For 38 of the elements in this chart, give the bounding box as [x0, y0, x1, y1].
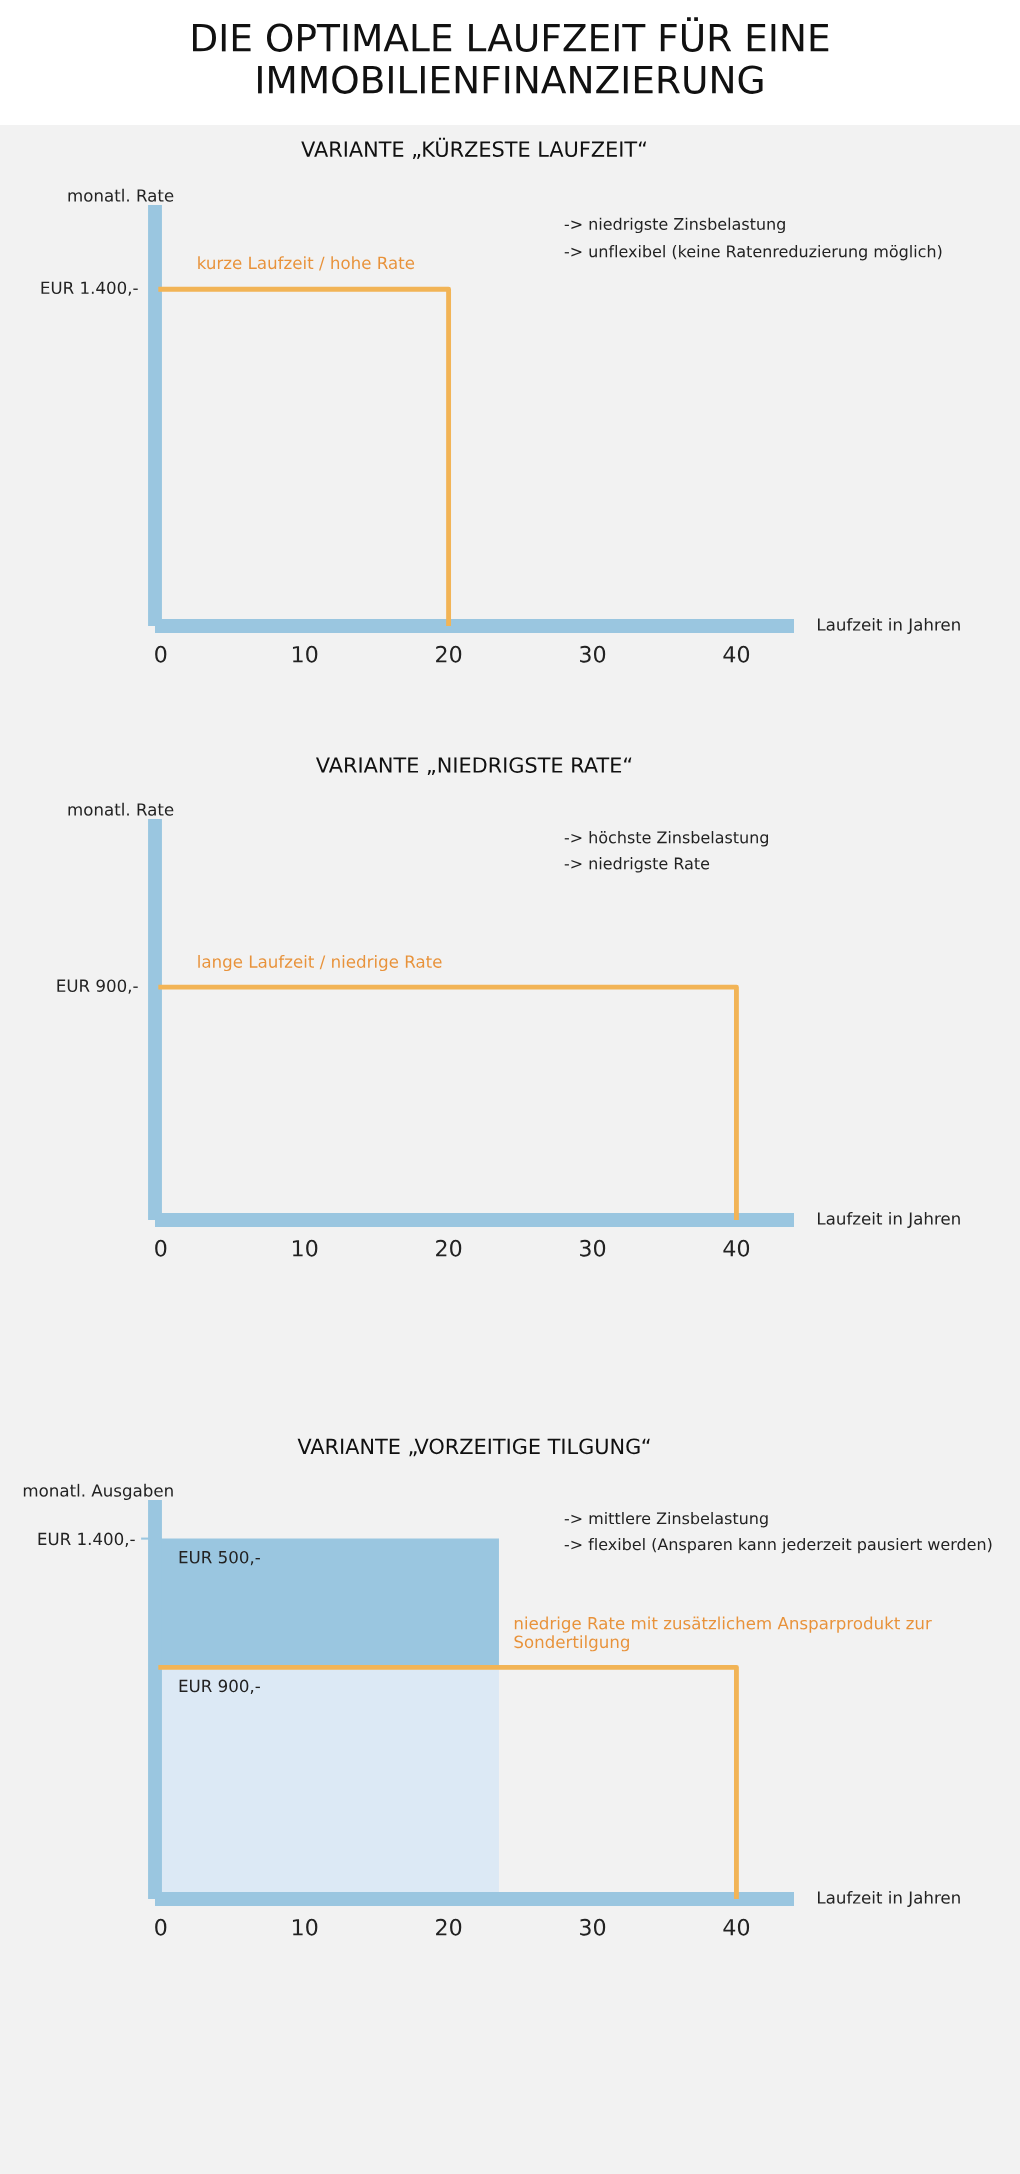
series-label: kurze Laufzeit / hohe Rate [198, 256, 415, 271]
chart-title: VARIANTE „VORZEITIGE TILGUNG“ [297, 1438, 650, 1457]
x-axis-title: Laufzeit in Jahren [818, 1211, 960, 1228]
annotation: -> niedrigste Rate [564, 857, 710, 873]
x-tick-label: 0 [155, 645, 167, 663]
data-label: EUR 900,- [179, 1679, 260, 1694]
x-tick-label: 20 [436, 1239, 462, 1257]
annotation: -> unflexibel (keine Ratenreduzierung möglich) [564, 244, 942, 261]
x-tick-label: 30 [580, 1239, 606, 1257]
data-label: EUR 900,- [57, 979, 138, 994]
x-tick-label: 20 [436, 645, 462, 663]
chart-title: VARIANTE „NIEDRIGSTE RATE“ [315, 757, 632, 776]
y-axis-title: monatl. Ausgaben [23, 1483, 173, 1500]
data-label: EUR 1.400,- [41, 281, 138, 296]
x-tick-label: 40 [723, 1918, 750, 1936]
annotation: -> niedrigste Zinsbelastung [564, 217, 785, 234]
annotation: -> höchste Zinsbelastung [564, 831, 768, 847]
chart-title: DIE OPTIMALE LAUFZEIT FÜR EINE IMMOBILIENFINANZIERUNG [193, 17, 829, 94]
x-tick-label: 40 [723, 645, 750, 663]
x-axis-title: Laufzeit in Jahren [818, 617, 960, 634]
y-axis-title: monatl. Rate [68, 802, 174, 816]
x-tick-label: 10 [292, 1239, 318, 1257]
data-label: EUR 500,- [179, 1550, 260, 1566]
chart-subtitle: VARIANTE „KÜRZESTE LAUFZEIT“ [301, 137, 647, 160]
series-label: niedrige Rate mit zusätzlichem Ansparprodukt zur Sondertilgung [514, 1616, 932, 1652]
x-tick-label: 30 [580, 1918, 606, 1936]
x-tick-label: 0 [155, 1918, 167, 1936]
annotation: -> mittlere Zinsbelastung [564, 1511, 768, 1528]
x-tick-label: 10 [292, 1918, 318, 1936]
y-axis-title: monatl. Rate [68, 188, 174, 202]
annotation: -> flexibel (Ansparen kann jederzeit pausiert werden) [564, 1537, 992, 1554]
x-tick-label: 40 [723, 1239, 750, 1257]
x-tick-label: 30 [580, 645, 606, 663]
x-tick-label: 10 [292, 645, 318, 663]
x-axis-title: Laufzeit in Jahren [818, 1890, 960, 1907]
x-tick-label: 20 [436, 1918, 462, 1936]
x-tick-label: 0 [155, 1239, 167, 1257]
series-label: lange Laufzeit / niedrige Rate [198, 954, 442, 972]
